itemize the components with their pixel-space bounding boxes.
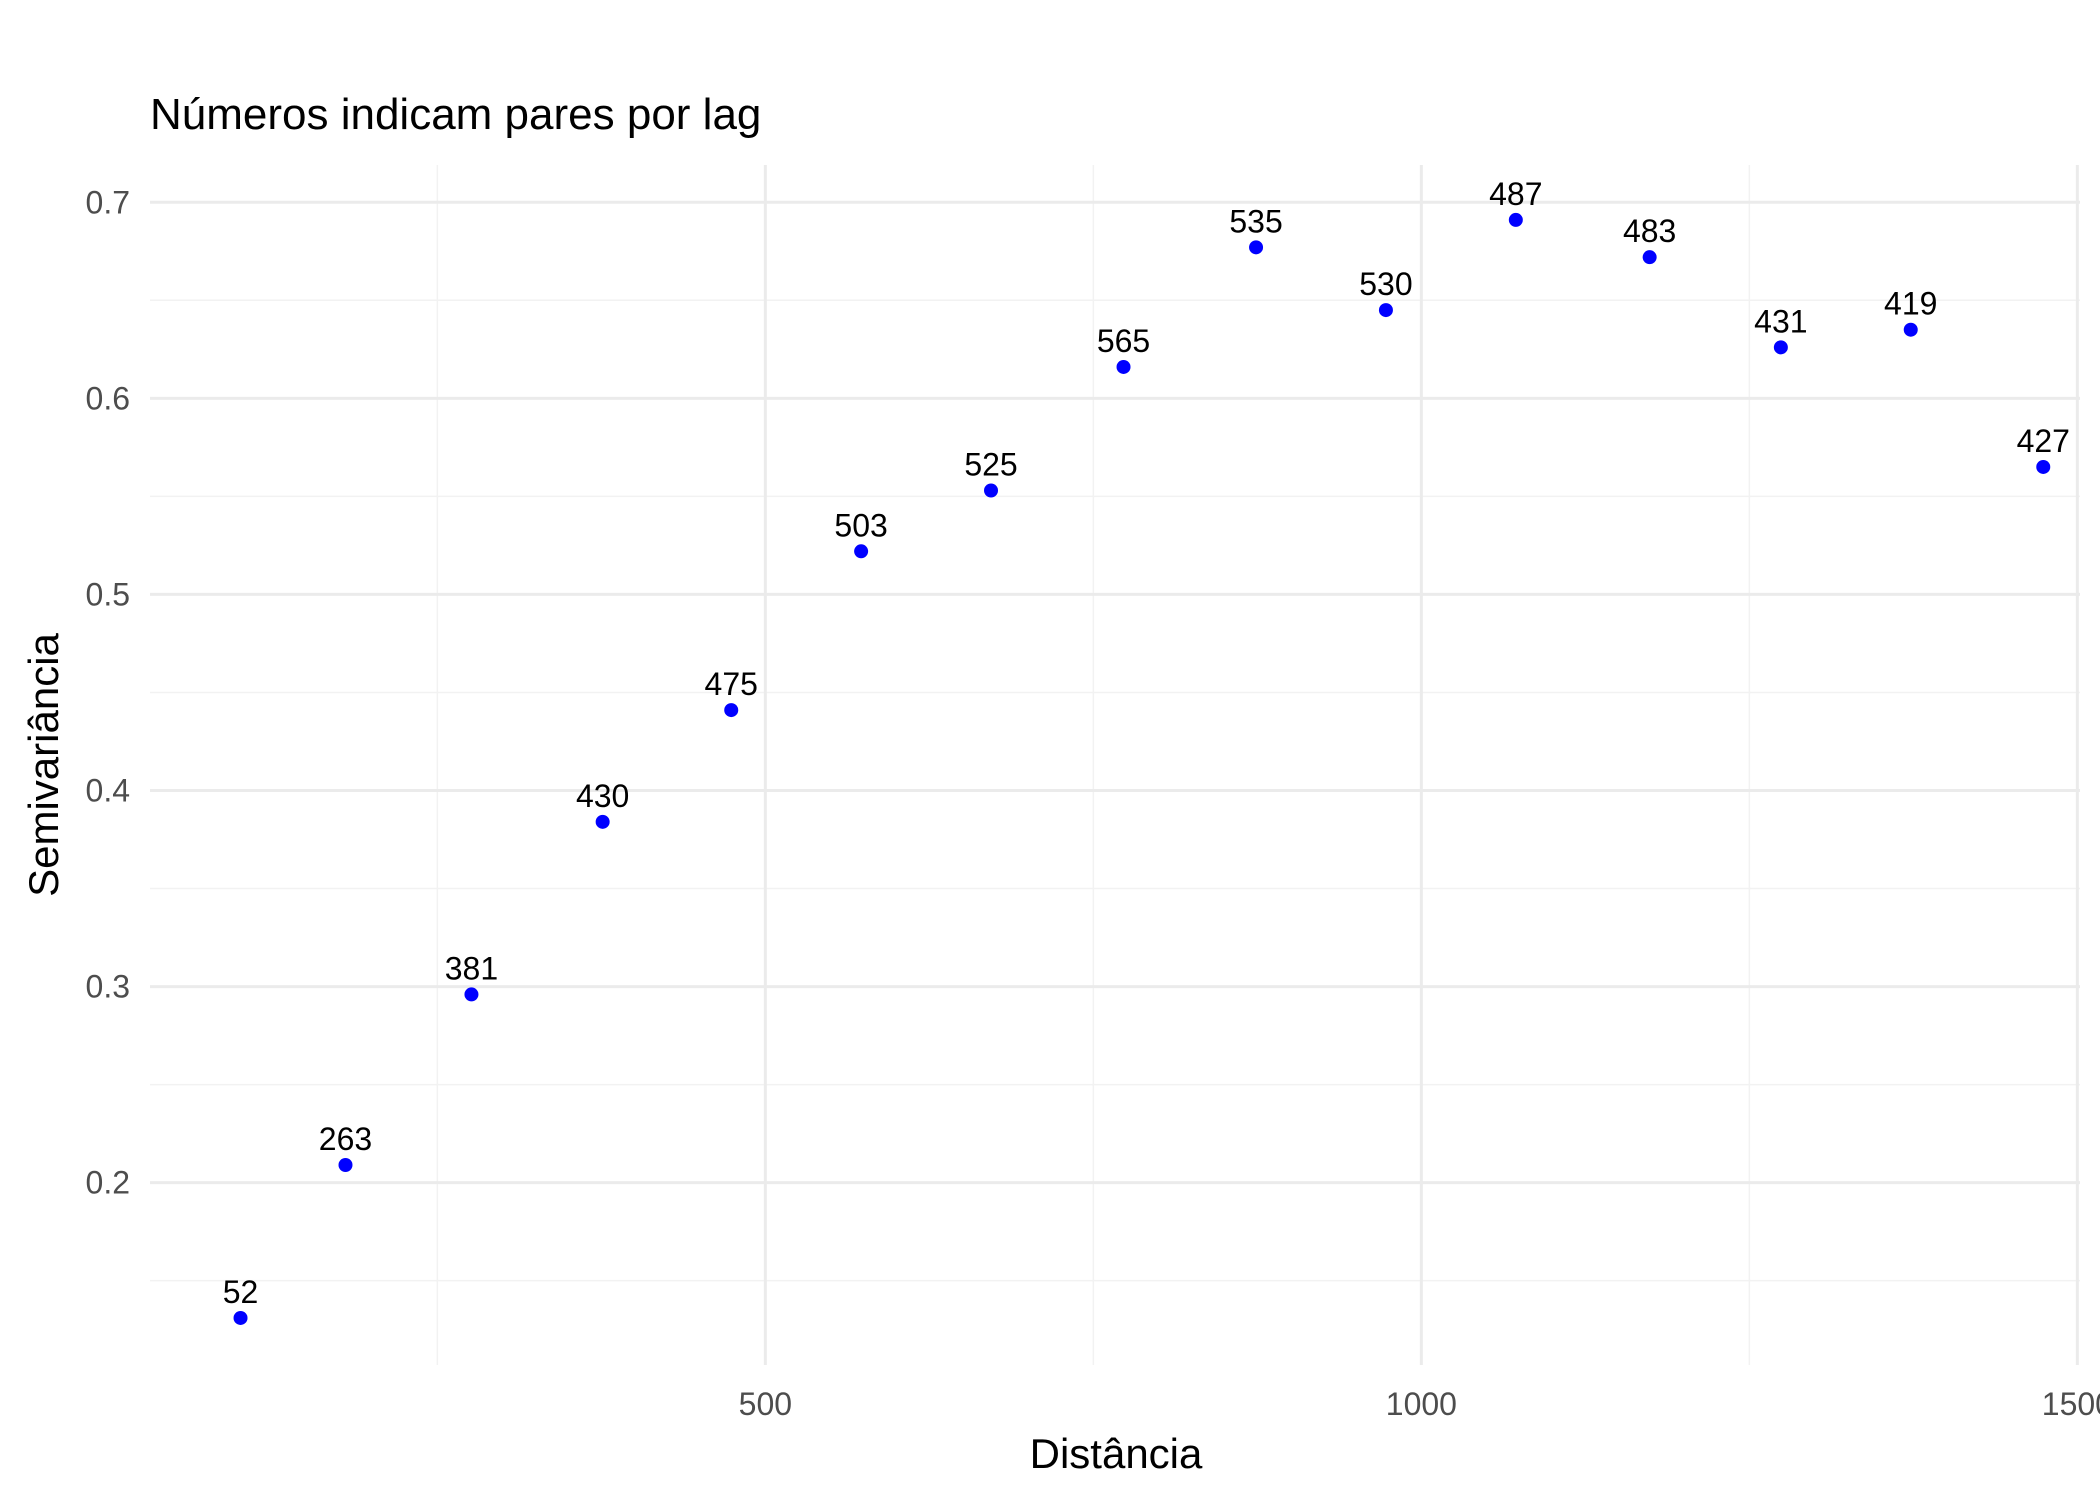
point-label: 431 [1754, 303, 1807, 339]
x-tick-label: 500 [739, 1386, 792, 1422]
point-label: 565 [1097, 323, 1150, 359]
data-point [724, 703, 739, 718]
point-label: 52 [223, 1274, 259, 1310]
point-label: 427 [2017, 423, 2070, 459]
data-point [464, 987, 479, 1002]
y-axis-title: Semivariância [20, 632, 67, 896]
point-labels: 52 263 381 430 475 503 525 565 535 530 487 483 431 41… [223, 176, 2070, 1310]
data-point [854, 544, 869, 559]
y-tick-label: 0.5 [86, 576, 130, 612]
point-label: 530 [1359, 266, 1412, 302]
y-tick-label: 0.6 [86, 380, 130, 416]
data-point [595, 814, 610, 829]
data-point [1773, 340, 1788, 355]
point-label: 381 [445, 950, 498, 986]
point-label: 419 [1884, 286, 1937, 322]
y-tick-label: 0.7 [86, 184, 130, 220]
x-tick-label: 1000 [1386, 1386, 1457, 1422]
data-points [233, 212, 2051, 1325]
point-label: 475 [705, 666, 758, 702]
data-point [984, 483, 999, 498]
data-point [2036, 459, 2051, 474]
y-axis-ticks: 0.2 0.3 0.4 0.5 0.6 0.7 [86, 184, 130, 1200]
data-point [338, 1158, 353, 1172]
point-label: 535 [1229, 203, 1282, 239]
point-label: 525 [964, 446, 1017, 482]
data-point [1903, 322, 1918, 337]
grid [150, 165, 2080, 1365]
y-tick-label: 0.3 [86, 969, 130, 1005]
data-point [1508, 212, 1523, 227]
y-tick-label: 0.2 [86, 1165, 130, 1201]
data-point [1249, 240, 1264, 255]
point-label: 430 [576, 778, 629, 814]
data-point [1642, 250, 1657, 265]
data-point [1116, 359, 1131, 374]
data-point [1378, 303, 1393, 318]
point-label: 483 [1623, 213, 1676, 249]
y-tick-label: 0.4 [86, 772, 130, 808]
point-label: 487 [1489, 176, 1542, 212]
x-axis-title: Distância [1030, 1430, 1203, 1477]
point-label: 503 [834, 507, 887, 543]
chart-title: Números indicam pares por lag [150, 90, 761, 139]
point-label: 263 [319, 1121, 372, 1157]
data-point [233, 1310, 248, 1325]
